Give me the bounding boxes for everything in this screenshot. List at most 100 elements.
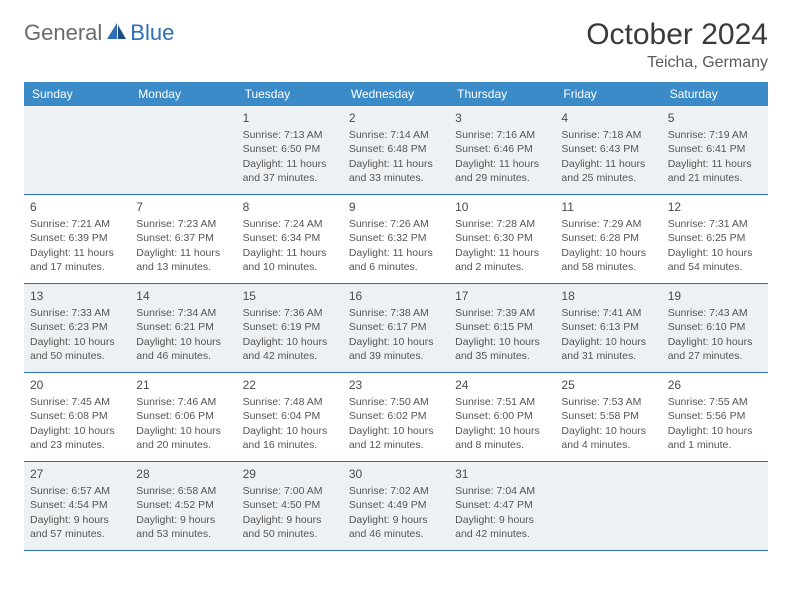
sunset-text: Sunset: 6:32 PM [349, 231, 443, 245]
day-cell: 30Sunrise: 7:02 AMSunset: 4:49 PMDayligh… [343, 462, 449, 550]
week-row: 27Sunrise: 6:57 AMSunset: 4:54 PMDayligh… [24, 462, 768, 551]
day-cell: 7Sunrise: 7:23 AMSunset: 6:37 PMDaylight… [130, 195, 236, 283]
day-cell [662, 462, 768, 550]
week-row: 20Sunrise: 7:45 AMSunset: 6:08 PMDayligh… [24, 373, 768, 462]
day-number: 28 [136, 466, 230, 482]
day-cell: 6Sunrise: 7:21 AMSunset: 6:39 PMDaylight… [24, 195, 130, 283]
week-row: 1Sunrise: 7:13 AMSunset: 6:50 PMDaylight… [24, 106, 768, 195]
sunrise-text: Sunrise: 7:26 AM [349, 217, 443, 231]
dow-cell: Saturday [662, 82, 768, 106]
sunrise-text: Sunrise: 7:43 AM [668, 306, 762, 320]
day-number: 30 [349, 466, 443, 482]
day-number: 29 [243, 466, 337, 482]
day-number: 19 [668, 288, 762, 304]
sunset-text: Sunset: 6:19 PM [243, 320, 337, 334]
sunset-text: Sunset: 6:15 PM [455, 320, 549, 334]
sunrise-text: Sunrise: 7:19 AM [668, 128, 762, 142]
sunset-text: Sunset: 6:39 PM [30, 231, 124, 245]
daylight-text: Daylight: 10 hours and 12 minutes. [349, 424, 443, 452]
sunset-text: Sunset: 6:46 PM [455, 142, 549, 156]
daylight-text: Daylight: 9 hours and 57 minutes. [30, 513, 124, 541]
sunrise-text: Sunrise: 7:45 AM [30, 395, 124, 409]
day-cell: 28Sunrise: 6:58 AMSunset: 4:52 PMDayligh… [130, 462, 236, 550]
day-cell: 18Sunrise: 7:41 AMSunset: 6:13 PMDayligh… [555, 284, 661, 372]
day-cell [555, 462, 661, 550]
daylight-text: Daylight: 9 hours and 50 minutes. [243, 513, 337, 541]
day-cell: 14Sunrise: 7:34 AMSunset: 6:21 PMDayligh… [130, 284, 236, 372]
dow-cell: Friday [555, 82, 661, 106]
sunrise-text: Sunrise: 7:21 AM [30, 217, 124, 231]
sunrise-text: Sunrise: 7:04 AM [455, 484, 549, 498]
dow-cell: Sunday [24, 82, 130, 106]
daylight-text: Daylight: 10 hours and 27 minutes. [668, 335, 762, 363]
day-cell: 31Sunrise: 7:04 AMSunset: 4:47 PMDayligh… [449, 462, 555, 550]
day-cell: 1Sunrise: 7:13 AMSunset: 6:50 PMDaylight… [237, 106, 343, 194]
day-number: 14 [136, 288, 230, 304]
daylight-text: Daylight: 11 hours and 6 minutes. [349, 246, 443, 274]
day-number: 2 [349, 110, 443, 126]
day-cell: 20Sunrise: 7:45 AMSunset: 6:08 PMDayligh… [24, 373, 130, 461]
location-label: Teicha, Germany [586, 54, 768, 72]
day-number: 9 [349, 199, 443, 215]
dow-cell: Wednesday [343, 82, 449, 106]
daylight-text: Daylight: 10 hours and 1 minute. [668, 424, 762, 452]
sunset-text: Sunset: 6:23 PM [30, 320, 124, 334]
sunset-text: Sunset: 6:25 PM [668, 231, 762, 245]
sunset-text: Sunset: 6:17 PM [349, 320, 443, 334]
sunrise-text: Sunrise: 6:57 AM [30, 484, 124, 498]
daylight-text: Daylight: 10 hours and 35 minutes. [455, 335, 549, 363]
day-number: 17 [455, 288, 549, 304]
daylight-text: Daylight: 10 hours and 46 minutes. [136, 335, 230, 363]
sunrise-text: Sunrise: 6:58 AM [136, 484, 230, 498]
daylight-text: Daylight: 10 hours and 4 minutes. [561, 424, 655, 452]
day-number: 12 [668, 199, 762, 215]
title-block: October 2024 Teicha, Germany [586, 18, 768, 72]
sunset-text: Sunset: 6:04 PM [243, 409, 337, 423]
sunrise-text: Sunrise: 7:00 AM [243, 484, 337, 498]
sunset-text: Sunset: 6:08 PM [30, 409, 124, 423]
sunset-text: Sunset: 6:48 PM [349, 142, 443, 156]
daylight-text: Daylight: 9 hours and 46 minutes. [349, 513, 443, 541]
daylight-text: Daylight: 10 hours and 50 minutes. [30, 335, 124, 363]
sunset-text: Sunset: 4:47 PM [455, 498, 549, 512]
sunrise-text: Sunrise: 7:41 AM [561, 306, 655, 320]
day-number: 11 [561, 199, 655, 215]
day-cell: 19Sunrise: 7:43 AMSunset: 6:10 PMDayligh… [662, 284, 768, 372]
daylight-text: Daylight: 10 hours and 39 minutes. [349, 335, 443, 363]
daylight-text: Daylight: 11 hours and 33 minutes. [349, 157, 443, 185]
day-cell: 15Sunrise: 7:36 AMSunset: 6:19 PMDayligh… [237, 284, 343, 372]
daylight-text: Daylight: 11 hours and 13 minutes. [136, 246, 230, 274]
day-cell: 5Sunrise: 7:19 AMSunset: 6:41 PMDaylight… [662, 106, 768, 194]
day-number: 24 [455, 377, 549, 393]
day-cell: 8Sunrise: 7:24 AMSunset: 6:34 PMDaylight… [237, 195, 343, 283]
sunrise-text: Sunrise: 7:31 AM [668, 217, 762, 231]
day-cell: 2 Sunrise: 7:14 AMSunset: 6:48 PMDaylight… [343, 106, 449, 194]
daylight-text: Daylight: 10 hours and 42 minutes. [243, 335, 337, 363]
sunset-text: Sunset: 6:50 PM [243, 142, 337, 156]
sunrise-text: Sunrise: 7:53 AM [561, 395, 655, 409]
sunrise-text: Sunrise: 7:23 AM [136, 217, 230, 231]
sunset-text: Sunset: 6:06 PM [136, 409, 230, 423]
daylight-text: Daylight: 10 hours and 23 minutes. [30, 424, 124, 452]
sunrise-text: Sunrise: 7:39 AM [455, 306, 549, 320]
daylight-text: Daylight: 10 hours and 8 minutes. [455, 424, 549, 452]
sunset-text: Sunset: 6:00 PM [455, 409, 549, 423]
sunset-text: Sunset: 5:58 PM [561, 409, 655, 423]
sunset-text: Sunset: 6:13 PM [561, 320, 655, 334]
week-row: 13Sunrise: 7:33 AMSunset: 6:23 PMDayligh… [24, 284, 768, 373]
daylight-text: Daylight: 10 hours and 58 minutes. [561, 246, 655, 274]
day-number: 22 [243, 377, 337, 393]
sunset-text: Sunset: 5:56 PM [668, 409, 762, 423]
daylight-text: Daylight: 10 hours and 20 minutes. [136, 424, 230, 452]
sunrise-text: Sunrise: 7:29 AM [561, 217, 655, 231]
daylight-text: Daylight: 10 hours and 16 minutes. [243, 424, 337, 452]
dow-cell: Tuesday [237, 82, 343, 106]
sunset-text: Sunset: 6:43 PM [561, 142, 655, 156]
sunset-text: Sunset: 4:52 PM [136, 498, 230, 512]
day-cell: 10Sunrise: 7:28 AMSunset: 6:30 PMDayligh… [449, 195, 555, 283]
sunrise-text: Sunrise: 7:14 AM [349, 128, 443, 142]
day-cell: 26Sunrise: 7:55 AMSunset: 5:56 PMDayligh… [662, 373, 768, 461]
sunset-text: Sunset: 6:28 PM [561, 231, 655, 245]
sunrise-text: Sunrise: 7:36 AM [243, 306, 337, 320]
day-cell: 27Sunrise: 6:57 AMSunset: 4:54 PMDayligh… [24, 462, 130, 550]
